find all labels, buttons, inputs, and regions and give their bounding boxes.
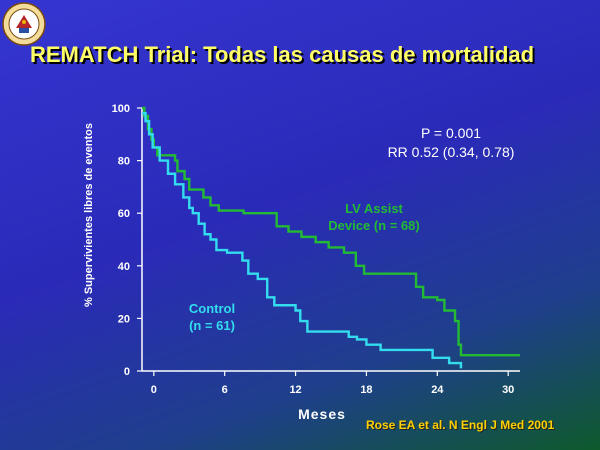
p-value-text: P = 0.001 [420, 125, 482, 141]
y-axis-label: % Supervivientes libres de eventos [83, 123, 95, 307]
y-tick-label: 80 [118, 156, 130, 168]
university-seal-logo [2, 2, 46, 46]
control-label-line-1: Control [188, 301, 236, 316]
x-tick-label: 30 [502, 384, 514, 396]
control-series-label: Control (n = 61) [172, 300, 252, 334]
y-tick-label: 100 [112, 103, 130, 115]
y-tick-label: 40 [118, 261, 130, 273]
relative-risk-text: RR 0.52 (0.34, 0.78) [387, 144, 515, 160]
chart-series-layer [142, 106, 520, 369]
y-tick-label: 20 [118, 313, 130, 325]
x-tick-label: 18 [360, 384, 372, 396]
citation-reference: Rose EA et al. N Engl J Med 2001 [366, 418, 555, 432]
lvad-series-label: LV Assist Device (n = 68) [304, 200, 444, 234]
statistics-box: P = 0.001 RR 0.52 (0.34, 0.78) [366, 124, 536, 162]
lvad-survival-curve [142, 106, 520, 357]
y-tick-label: 0 [124, 366, 130, 378]
control-label-line-2: (n = 61) [189, 318, 235, 333]
y-tick-label: 60 [118, 208, 130, 220]
x-tick-label: 12 [289, 384, 301, 396]
slide-title: REMATCH Trial: Todas las causas de morta… [30, 42, 535, 67]
chart-axes: 0 20 40 60 80 100 0 6 12 18 24 30 [112, 103, 520, 396]
x-tick-label: 6 [222, 384, 228, 396]
lvad-label-line-2: Device (n = 68) [328, 218, 420, 233]
x-tick-label: 0 [151, 384, 157, 396]
x-tick-label: 24 [431, 384, 444, 396]
control-survival-curve [142, 112, 463, 369]
lvad-label-line-1: LV Assist [345, 201, 403, 216]
x-axis-label: Meses [298, 406, 346, 422]
